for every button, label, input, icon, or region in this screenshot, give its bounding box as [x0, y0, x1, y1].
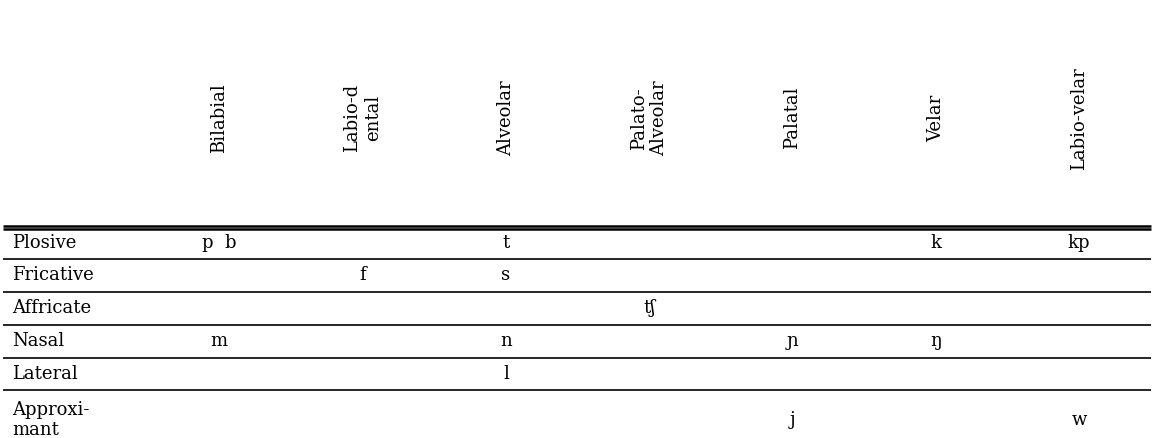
Text: kp: kp — [1068, 233, 1090, 251]
Text: Labio-d
ental: Labio-d ental — [344, 84, 382, 152]
Text: t: t — [502, 233, 509, 251]
Text: k: k — [930, 233, 941, 251]
Text: m: m — [211, 332, 228, 350]
Text: ŋ: ŋ — [930, 332, 941, 350]
Text: Velar: Velar — [926, 95, 945, 142]
Text: Fricative: Fricative — [12, 266, 94, 285]
Text: n: n — [500, 332, 511, 350]
Text: f: f — [359, 266, 366, 285]
Text: s: s — [501, 266, 510, 285]
Text: Bilabial: Bilabial — [211, 83, 228, 153]
Text: Palatal: Palatal — [783, 87, 802, 149]
Text: Approxi-
mant: Approxi- mant — [12, 401, 90, 438]
Text: Alveolar: Alveolar — [497, 81, 515, 156]
Text: Lateral: Lateral — [12, 365, 78, 383]
Text: Labio-velar: Labio-velar — [1069, 67, 1088, 170]
Text: j: j — [790, 411, 796, 429]
Text: tʃ: tʃ — [643, 299, 655, 318]
Text: Palato-
Alveolar: Palato- Alveolar — [630, 81, 669, 156]
Text: w: w — [1072, 411, 1087, 429]
Text: ɲ: ɲ — [786, 332, 798, 350]
Text: p  b: p b — [202, 233, 236, 251]
Text: Plosive: Plosive — [12, 233, 77, 251]
Text: Nasal: Nasal — [12, 332, 64, 350]
Text: l: l — [503, 365, 509, 383]
Text: Affricate: Affricate — [12, 299, 91, 318]
